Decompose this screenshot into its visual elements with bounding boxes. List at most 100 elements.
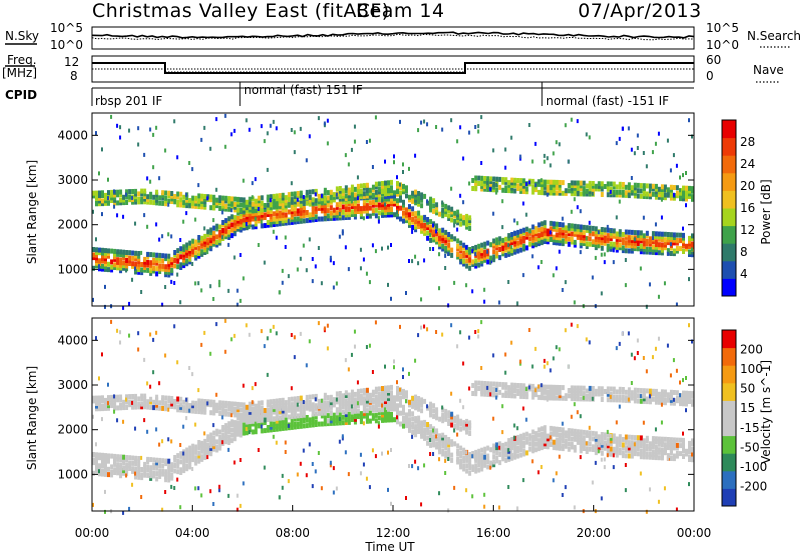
power-cell — [317, 199, 321, 205]
velocity-cell — [320, 421, 324, 427]
power-noise — [248, 225, 251, 230]
power-noise — [435, 125, 438, 129]
power-noise — [173, 119, 176, 124]
power-cell — [176, 264, 180, 270]
power-cell — [495, 176, 499, 182]
velocity-cell — [390, 414, 393, 420]
velocity-cell — [119, 465, 123, 471]
power-cell — [116, 251, 120, 257]
velocity-cell — [338, 407, 342, 412]
velocity-cell — [332, 397, 336, 403]
power-cell — [152, 200, 156, 206]
velocity-cell — [441, 443, 445, 449]
power-cell — [323, 205, 327, 211]
velocity-noise — [660, 420, 663, 425]
velocity-cell — [116, 405, 120, 411]
power-cell — [399, 216, 402, 222]
power-cell — [531, 186, 535, 192]
power-cell — [531, 178, 535, 184]
power-cell — [468, 265, 472, 271]
power-cell — [411, 206, 415, 212]
velocity-cell — [110, 400, 114, 406]
power-cell — [525, 234, 529, 240]
velocity-noise — [528, 328, 531, 332]
velocity-noise — [543, 358, 546, 363]
power-noise — [645, 304, 648, 309]
power-cell — [176, 256, 180, 262]
power-cell — [555, 182, 559, 188]
velocity-cell — [125, 468, 129, 474]
power-noise — [299, 126, 302, 131]
velocity-cell — [101, 471, 104, 477]
velocity-cell — [203, 407, 207, 412]
power-cell — [552, 185, 556, 191]
power-cell — [212, 200, 216, 206]
velocity-cell — [353, 411, 357, 417]
power-noise — [272, 229, 275, 234]
velocity-cell — [119, 473, 123, 479]
velocity-cell — [350, 414, 354, 420]
power-cell — [113, 262, 117, 268]
power-cell — [137, 191, 141, 197]
velocity-noise — [188, 408, 191, 413]
velocity-cell — [269, 414, 273, 419]
power-cell — [612, 181, 616, 187]
power-cell — [630, 187, 634, 193]
power-noise — [540, 260, 543, 264]
velocity-cell — [329, 420, 333, 426]
velocity-noise — [627, 397, 630, 402]
velocity-cell — [390, 406, 393, 412]
velocity-cell — [384, 404, 387, 410]
velocity-noise — [167, 437, 170, 442]
velocity-noise — [612, 465, 615, 470]
velocity-cell — [323, 400, 327, 406]
velocity-cell — [329, 418, 333, 424]
power-noise — [456, 227, 459, 232]
velocity-noise — [390, 501, 392, 506]
power-noise — [597, 230, 600, 235]
velocity-cell — [137, 466, 141, 472]
velocity-cell — [257, 420, 261, 426]
velocity-cell — [636, 451, 640, 457]
velocity-cell — [302, 423, 306, 429]
power-cell — [266, 222, 270, 228]
power-cell — [314, 200, 318, 206]
velocity-cell — [194, 408, 198, 414]
power-noise — [639, 189, 642, 194]
power-cell — [504, 179, 508, 185]
velocity-cell — [546, 439, 550, 444]
power-cell — [362, 193, 366, 199]
velocity-cell — [558, 443, 562, 449]
velocity-cell — [338, 420, 342, 426]
power-cell — [212, 205, 216, 211]
power-cell — [573, 229, 577, 235]
power-cell — [212, 239, 216, 244]
velocity-noise — [393, 359, 395, 364]
velocity-cell — [606, 397, 610, 403]
power-noise — [293, 150, 296, 155]
power-cell — [411, 198, 415, 204]
power-cell — [492, 254, 496, 260]
velocity-cell — [101, 460, 104, 466]
velocity-noise — [317, 321, 320, 326]
velocity-cell — [365, 395, 369, 401]
power-noise — [257, 243, 260, 247]
power-cell — [393, 198, 396, 204]
velocity-cell — [555, 426, 559, 432]
velocity-cell — [233, 409, 237, 415]
power-cell — [137, 264, 141, 270]
power-cell — [591, 186, 595, 192]
power-cell — [594, 237, 598, 242]
velocity-cell — [239, 427, 243, 433]
velocity-cell — [170, 464, 174, 470]
y-tick-label: 3000 — [57, 173, 88, 187]
velocity-noise — [603, 465, 606, 470]
power-noise — [480, 161, 483, 165]
velocity-cell — [317, 398, 321, 404]
velocity-cell — [143, 396, 147, 402]
power-cell — [450, 217, 454, 223]
power-cell — [486, 184, 490, 190]
velocity-cell — [305, 417, 309, 423]
power-cell — [498, 176, 502, 182]
power-cell — [227, 229, 231, 235]
